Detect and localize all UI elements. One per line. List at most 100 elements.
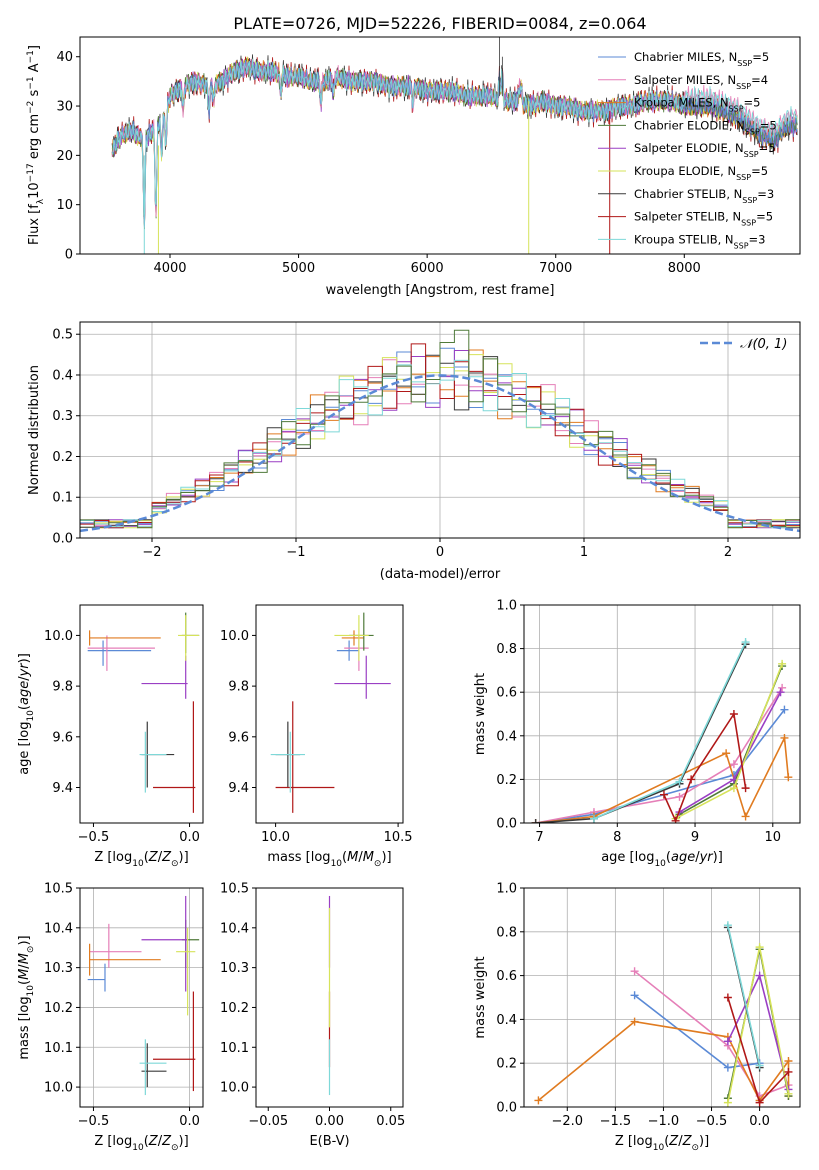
y-tick-label: 0.1 [52,491,73,506]
x-tick-label: 0.00 [315,1114,344,1129]
y-tick-label: 0.4 [496,1013,517,1028]
x-tick-label: 9 [691,830,699,845]
data-point-salpeter-miles [778,683,787,692]
y-tick-label: 1.0 [496,882,517,897]
label-part: A [27,63,42,76]
legend-text: Chabrier ELODIE, N [634,118,745,132]
y-tick-label: 10.1 [44,1041,73,1056]
y-tick-label: 10.5 [220,882,249,897]
label-part: / [158,850,163,865]
legend-entry-kroupa-stelib: Kroupa STELIB, NSSP=3 [634,232,765,250]
label-part: (data-model)/error [380,567,501,582]
y-tick-label: 10.2 [44,1001,73,1016]
data-point-kroupa-stelib [755,1061,764,1070]
y-tick-label: 10.4 [44,921,73,936]
label-part: mass [log [17,996,32,1059]
label-part: 10 [331,859,343,869]
spectrum-line-chabrier-miles [111,59,798,227]
y-tick-label: 20 [56,149,73,164]
label-part: ( [666,850,671,865]
label-part: mass [log [267,850,330,865]
histogram-salpeter-stelib [80,343,800,529]
figure-title: PLATE=0726, MJD=52226, FIBERID=0084, z=0… [233,14,646,33]
plot-area [111,37,798,254]
label-part: / [678,1134,683,1149]
label-part: age [17,681,32,705]
y-tick-label: 0.6 [496,686,517,701]
y-tick-label: 10.0 [44,1081,73,1096]
label-part: )] [17,935,32,945]
spectrum-line-salpeter-elodie [111,58,798,227]
y-tick-label: 0.0 [496,1101,517,1116]
y-tick-label: 0.6 [496,969,517,984]
y-tick-label: 40 [56,50,73,65]
plot-area [531,638,793,823]
legend-count: =5 [760,118,777,132]
y-tick-label: 9.4 [52,781,73,796]
y-axis-label: age [log10(age/yr)] [17,653,36,775]
y-tick-label: 10.0 [44,629,73,644]
label-part: M [347,850,358,865]
x-tick-label: 6000 [411,261,444,276]
legend-entry-salpeter-miles: Salpeter MILES, NSSP=4 [634,73,768,91]
label-part: M [17,969,32,980]
y-tick-label: 0.5 [52,328,73,343]
axes-border [79,604,204,824]
data-point-salpeter-stelib [687,775,696,784]
label-part: wavelength [Angstrom, rest frame] [326,283,555,298]
x-tick-label: −0.5 [696,1114,728,1129]
series-line-kroupa-miles [537,1020,790,1102]
label-part: E(B-V) [309,1134,349,1149]
data-point-salpeter-stelib [723,993,732,1002]
x-tick-label: 8000 [668,261,701,276]
axes-frame: −2.0 −1.5 −1.0 −0.5 0.0 0.0 0.2 0.4 0.6 0.8 1.0 Z [… [473,882,801,1153]
label-part: 10 [132,859,144,869]
label-part: 10 [26,985,36,997]
legend-entry-chabrier-stelib: Chabrier STELIB, NSSP=3 [634,187,774,205]
legend-text: Kroupa MILES, N [634,96,729,110]
axes-border [523,604,801,824]
legend-text: Salpeter ELODIE, N [634,141,744,155]
axes-border [79,887,204,1108]
label-part: Normed distribution [27,365,42,495]
x-tick-label: −2 [142,545,161,560]
label-part: )] [179,1134,189,1149]
y-tick-label: 9.8 [52,680,73,695]
spectrum-line-kroupa-stelib [112,58,798,217]
x-axis-label: Z [log10(Z/Z⊙)] [615,1134,709,1153]
legend-count: =5 [752,50,769,64]
label-part: )] [381,850,391,865]
data-point-chabrier-miles [780,705,789,714]
x-axis-label: E(B-V) [309,1134,349,1149]
x-tick-label: 0.0 [749,1114,770,1129]
label-part: )] [713,850,723,865]
data-point-kroupa-miles [722,749,731,758]
x-tick-label: −0.5 [78,1114,110,1129]
y-tick-label: 0.0 [496,817,517,832]
data-point-kroupa-stelib [675,777,684,786]
label-part: ⊙ [374,859,382,869]
legend-count: =5 [744,96,761,110]
data-point-kroupa-elodie [755,943,764,952]
label-part: ( [144,850,149,865]
label-part: 10 [653,1143,665,1153]
panel-mass-vs-extinction: −0.05 0.00 0.05 10.0 10.1 10.2 10.3 10.4 10.5 E(B… [220,882,405,1150]
y-tick-label: 0.3 [52,409,73,424]
legend-entry-chabrier-elodie: Chabrier ELODIE, NSSP=5 [634,118,777,136]
label-part: Z [682,1134,693,1149]
legend-subscript: SSP [736,81,751,90]
label-part: )] [17,653,32,663]
label-part: −1 [26,76,36,89]
data-point-salpeter-miles [729,760,738,769]
x-tick-label: −0.05 [248,1114,288,1129]
x-tick-label: −2.0 [551,1114,583,1129]
series-line-kroupa-elodie [675,663,783,820]
y-tick-label: 10.0 [220,1081,249,1096]
data-point-salpeter-elodie [755,971,764,980]
legend-text: Chabrier MILES, N [634,50,737,64]
label-part: ⊙ [171,1143,179,1153]
legend-count: =3 [749,232,766,246]
data-point-kroupa-miles [534,1096,543,1105]
y-tick-label: 10.3 [44,961,73,976]
